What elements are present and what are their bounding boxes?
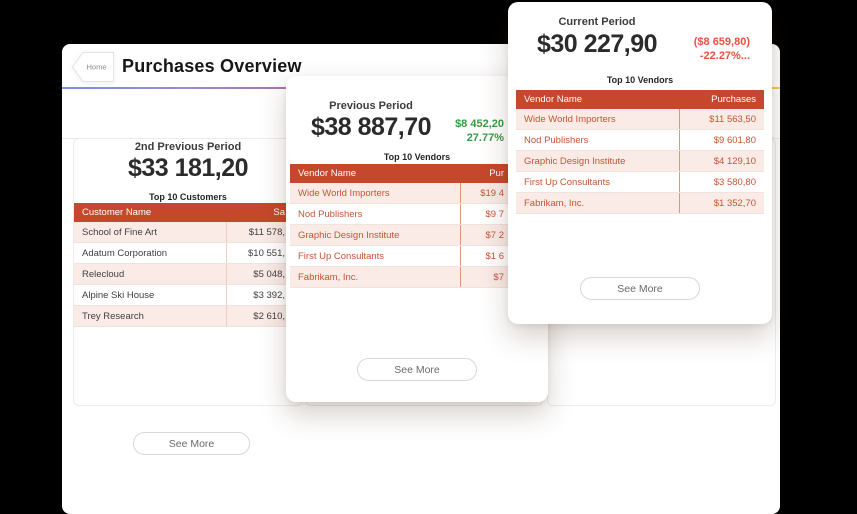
vendor-purchases: $1 6 xyxy=(460,246,542,266)
table-row: Fabrikam, Inc. $7 xyxy=(290,267,542,288)
top-10-vendors-table: Vendor Name Purchases Wide World Importe… xyxy=(516,90,764,214)
customer-sales: $10 551, xyxy=(226,243,302,263)
customer-name: Alpine Ski House xyxy=(82,289,155,301)
current-change: ($8 659,80) -22.27%... xyxy=(694,35,750,63)
table-row: Alpine Ski House $3 392, xyxy=(74,285,302,306)
table-row: Adatum Corporation $10 551, xyxy=(74,243,302,264)
current-period-card[interactable]: Current Period $30 227,90 ($8 659,80) -2… xyxy=(508,2,772,324)
second-previous-amount: $33 181,20 xyxy=(127,154,249,182)
customer-sales: $5 048, xyxy=(226,264,302,284)
table-row: Fabrikam, Inc. $1 352,70 xyxy=(516,193,764,214)
table-row: School of Fine Art $11 578, xyxy=(74,222,302,243)
change-percent: -22.27%... xyxy=(699,50,750,62)
column-header-purchases: Pur xyxy=(489,168,504,179)
table-row: Graphic Design Institute $4 129,10 xyxy=(516,151,764,172)
previous-amount: $38 887,70 xyxy=(310,113,432,141)
change-percent: 27.77% xyxy=(466,132,504,144)
table-row: Nod Publishers $9 7 xyxy=(290,204,542,225)
customer-name: School of Fine Art xyxy=(82,226,157,238)
column-header-purchases: Purchases xyxy=(711,94,756,105)
vendor-purchases: $9 7 xyxy=(460,204,542,224)
top-10-customers-table: Customer Name Sa School of Fine Art $11 … xyxy=(74,203,302,327)
vendors-table-header: Vendor Name Purchases xyxy=(516,90,764,109)
back-arrow-icon: Home xyxy=(71,52,114,82)
change-amount: ($8 659,80) xyxy=(693,36,750,48)
column-header-customer-name: Customer Name xyxy=(82,207,152,218)
vendor-purchases: $1 352,70 xyxy=(679,193,764,213)
table-row: Graphic Design Institute $7 2 xyxy=(290,225,542,246)
customers-table-header: Customer Name Sa xyxy=(74,203,302,222)
previous-change: $8 452,20 27.77% xyxy=(455,117,504,145)
vendor-name: Graphic Design Institute xyxy=(524,155,626,167)
vendor-purchases: $19 4 xyxy=(460,183,542,203)
table-row: Relecloud $5 048, xyxy=(74,264,302,285)
vendors-table-header: Vendor Name Pur xyxy=(290,164,542,183)
top-10-vendors-table: Vendor Name Pur Wide World Importers $19… xyxy=(290,164,542,288)
vendor-purchases: $4 129,10 xyxy=(679,151,764,171)
top-10-vendors-title: Top 10 Vendors xyxy=(606,75,674,85)
vendor-purchases: $7 xyxy=(460,267,542,287)
vendor-name: Nod Publishers xyxy=(524,134,589,146)
page-title: Purchases Overview xyxy=(122,56,302,76)
vendor-name: First Up Consultants xyxy=(298,250,385,262)
vendor-name: Fabrikam, Inc. xyxy=(298,271,359,283)
see-more-button-2nd-previous[interactable]: See More xyxy=(133,432,250,455)
table-row: Wide World Importers $11 563,50 xyxy=(516,109,764,130)
vendor-purchases: $3 580,80 xyxy=(679,172,764,192)
vendor-purchases: $11 563,50 xyxy=(679,109,764,129)
vendor-name: Wide World Importers xyxy=(524,113,616,125)
customer-sales: $2 610, xyxy=(226,306,302,326)
vendor-name: Graphic Design Institute xyxy=(298,229,400,241)
table-row: First Up Consultants $1 6 xyxy=(290,246,542,267)
column-header-vendor-name: Vendor Name xyxy=(524,94,583,105)
vendor-purchases: $7 2 xyxy=(460,225,542,245)
see-more-button-previous[interactable]: See More xyxy=(357,358,477,381)
customer-sales: $11 578, xyxy=(226,222,302,242)
previous-period-card[interactable]: Previous Period $38 887,70 $8 452,20 27.… xyxy=(286,76,548,402)
report-page: Home Purchases Overview 2nd Previous Per… xyxy=(62,2,780,514)
customer-name: Adatum Corporation xyxy=(82,247,168,259)
current-period-label: Current Period xyxy=(558,16,636,28)
column-header-sales: Sa xyxy=(273,207,285,218)
vendor-purchases: $9 601,80 xyxy=(679,130,764,150)
svg-text:Home: Home xyxy=(86,63,106,72)
customer-name: Relecloud xyxy=(82,268,125,280)
previous-period-label: Previous Period xyxy=(329,100,413,112)
table-row: Nod Publishers $9 601,80 xyxy=(516,130,764,151)
change-amount: $8 452,20 xyxy=(455,118,504,130)
vendor-name: Wide World Importers xyxy=(298,187,390,199)
current-amount: $30 227,90 xyxy=(536,30,658,58)
top-10-customers-title: Top 10 Customers xyxy=(149,192,227,202)
vendor-name: First Up Consultants xyxy=(524,176,611,188)
top-10-vendors-title: Top 10 Vendors xyxy=(383,152,451,162)
home-back-button[interactable]: Home xyxy=(71,52,114,82)
vendor-name: Nod Publishers xyxy=(298,208,363,220)
table-row: Wide World Importers $19 4 xyxy=(290,183,542,204)
column-header-vendor-name: Vendor Name xyxy=(298,168,357,179)
customer-name: Trey Research xyxy=(82,310,144,322)
table-row: Trey Research $2 610, xyxy=(74,306,302,327)
second-previous-period-label: 2nd Previous Period xyxy=(134,141,242,153)
table-row: First Up Consultants $3 580,80 xyxy=(516,172,764,193)
see-more-button-current[interactable]: See More xyxy=(580,277,700,300)
customer-sales: $3 392, xyxy=(226,285,302,305)
vendor-name: Fabrikam, Inc. xyxy=(524,197,585,209)
